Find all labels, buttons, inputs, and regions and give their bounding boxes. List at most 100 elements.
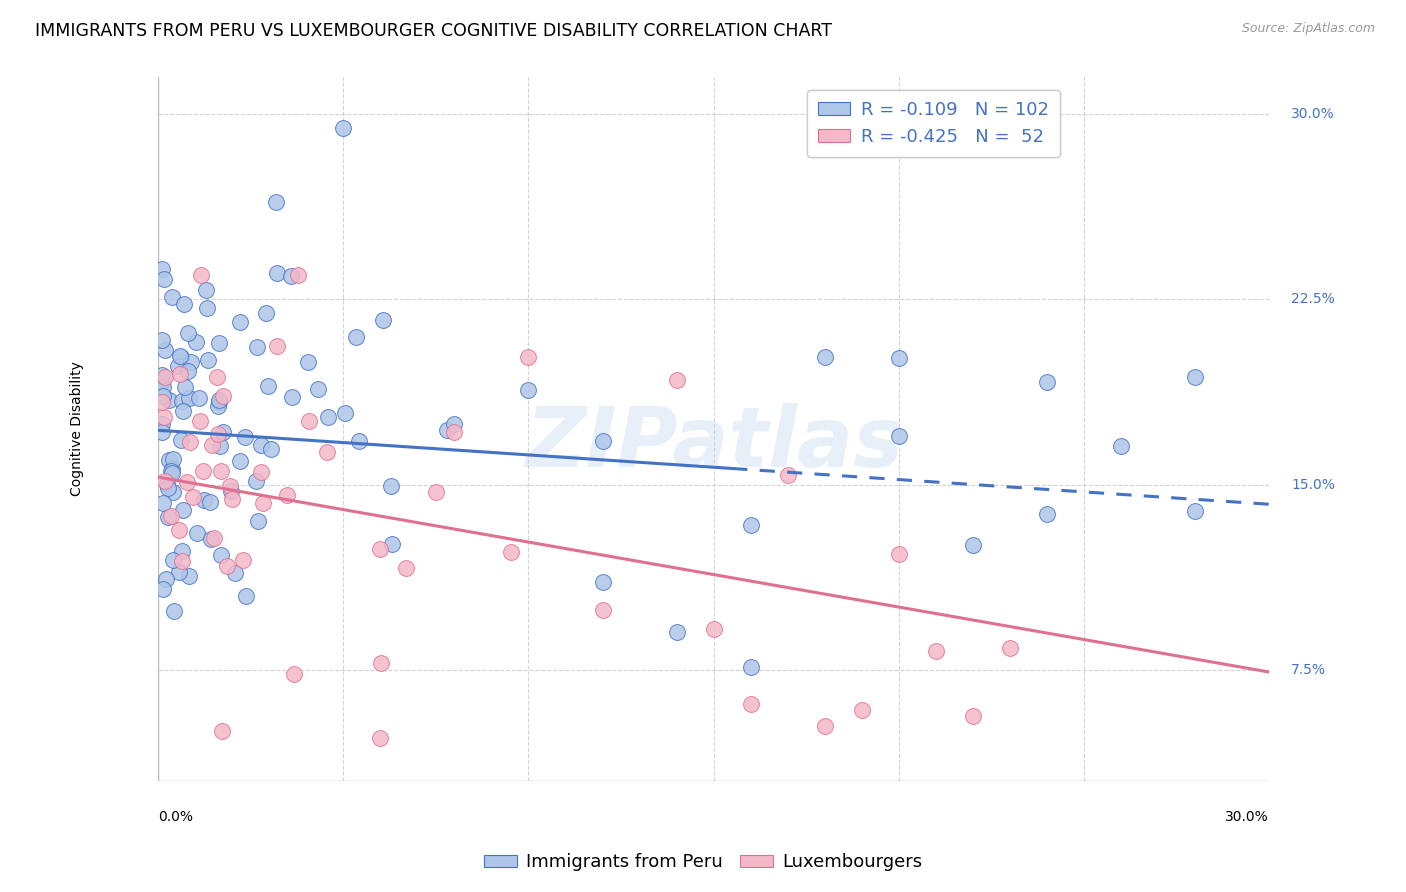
Point [176, 326, 198, 340]
Point [162, 451, 184, 466]
Point [153, 343, 176, 357]
Point [150, 425, 173, 439]
Point [370, 731, 392, 746]
Point [740, 697, 762, 711]
Point [1036, 507, 1059, 521]
Point [209, 548, 232, 562]
Point [218, 479, 240, 493]
Point [1184, 369, 1206, 384]
Point [298, 414, 321, 428]
Point [172, 403, 194, 417]
Point [233, 430, 256, 444]
Point [776, 467, 799, 482]
Point [592, 603, 614, 617]
Point [179, 434, 201, 449]
Point [252, 496, 274, 510]
Point [202, 531, 225, 545]
Point [962, 539, 984, 553]
Point [195, 301, 218, 315]
Point [283, 667, 305, 681]
Point [962, 708, 984, 723]
Point [443, 425, 465, 439]
Point [152, 496, 174, 510]
Point [245, 475, 267, 489]
Point [150, 262, 173, 277]
Point [157, 509, 180, 524]
Point [381, 537, 404, 551]
Point [208, 393, 231, 408]
Point [1036, 375, 1059, 389]
Point [150, 376, 173, 390]
Point [436, 423, 458, 437]
Point [187, 391, 209, 405]
Text: ZIPatlas: ZIPatlas [524, 402, 903, 483]
Point [170, 434, 193, 448]
Point [208, 394, 231, 409]
Point [249, 465, 271, 479]
Point [177, 391, 200, 405]
Point [152, 389, 174, 403]
Point [170, 351, 193, 365]
Text: 22.5%: 22.5% [1291, 293, 1336, 307]
Point [172, 393, 194, 408]
Point [191, 464, 214, 478]
Legend: R = -0.109   N = 102, R = -0.425   N =  52: R = -0.109 N = 102, R = -0.425 N = 52 [807, 90, 1060, 157]
Point [332, 120, 354, 135]
Point [740, 517, 762, 532]
Point [266, 339, 288, 353]
Point [163, 604, 186, 618]
Point [266, 266, 288, 280]
Point [235, 589, 257, 603]
Point [280, 269, 302, 284]
Point [184, 335, 207, 350]
Point [155, 572, 177, 586]
Point [368, 541, 391, 556]
Point [160, 509, 183, 524]
Point [249, 438, 271, 452]
Point [740, 659, 762, 673]
Text: 7.5%: 7.5% [1291, 663, 1326, 676]
Point [246, 340, 269, 354]
Point [157, 481, 180, 495]
Point [200, 532, 222, 546]
Point [150, 417, 173, 431]
Point [814, 351, 837, 365]
Point [246, 514, 269, 528]
Point [153, 272, 176, 286]
Point [195, 284, 218, 298]
Point [315, 444, 337, 458]
Point [172, 554, 194, 568]
Point [297, 355, 319, 369]
Point [180, 355, 202, 369]
Point [592, 434, 614, 449]
Point [162, 485, 184, 500]
Point [169, 367, 191, 381]
Point [169, 523, 191, 537]
Point [380, 479, 402, 493]
Text: 30.0%: 30.0% [1291, 107, 1336, 121]
Point [211, 723, 233, 738]
Point [703, 623, 725, 637]
Point [224, 566, 246, 581]
Point [190, 268, 212, 282]
Point [152, 379, 174, 393]
Point [159, 465, 181, 479]
Point [287, 268, 309, 282]
Point [264, 195, 287, 210]
Point [370, 656, 392, 670]
Point [174, 380, 197, 394]
Point [665, 373, 688, 387]
Point [1109, 439, 1132, 453]
Point [501, 545, 523, 559]
Point [162, 553, 184, 567]
Point [186, 526, 208, 541]
Point [179, 569, 201, 583]
Point [160, 290, 183, 304]
Point [150, 368, 173, 382]
Point [159, 392, 181, 407]
Text: 30.0%: 30.0% [1226, 810, 1270, 824]
Point [425, 485, 447, 500]
Text: 15.0%: 15.0% [1291, 477, 1336, 491]
Point [307, 382, 329, 396]
Text: 0.0%: 0.0% [157, 810, 193, 824]
